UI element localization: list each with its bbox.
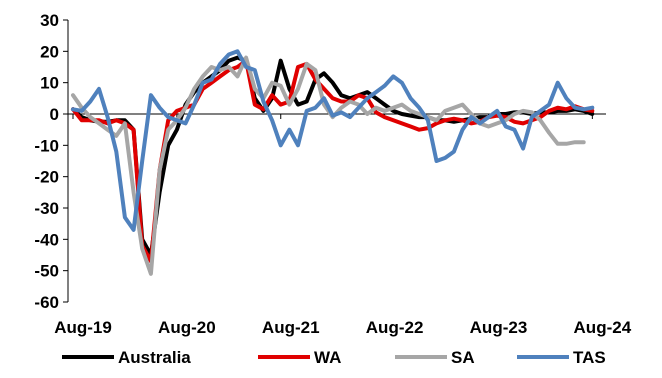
series-line-sa	[71, 55, 586, 276]
y-tick-label: 30	[40, 11, 59, 30]
y-tick-label: 0	[50, 105, 59, 124]
y-tick-label: 10	[40, 74, 59, 93]
series-line-tas	[71, 49, 595, 232]
legend-label-sa: SA	[451, 348, 475, 367]
legend-label-australia: Australia	[118, 348, 191, 367]
y-tick-label: -40	[34, 230, 59, 249]
axes: 30 20 10 0 -10 -20 -30 -40 -50 -60 Aug-19 Aug-20 Aug…	[34, 11, 631, 337]
legend: Australia WA SA TAS	[62, 348, 606, 367]
x-tick-label: Aug-24	[574, 318, 632, 337]
y-tick-label: -50	[34, 262, 59, 281]
x-tick-label: Aug-19	[54, 318, 112, 337]
legend-label-wa: WA	[314, 348, 341, 367]
series-layer	[71, 49, 595, 276]
y-tick-label: -20	[34, 168, 59, 187]
x-tick-label: Aug-22	[366, 318, 424, 337]
x-tick-label: Aug-20	[158, 318, 216, 337]
y-tick-label: -60	[34, 293, 59, 312]
series-line-australia	[71, 55, 595, 257]
y-tick-label: -30	[34, 199, 59, 218]
x-tick-label: Aug-21	[262, 318, 320, 337]
legend-label-tas: TAS	[573, 348, 606, 367]
x-tick-label: Aug-23	[470, 318, 528, 337]
y-tick-label: -10	[34, 136, 59, 155]
y-tick-label: 20	[40, 42, 59, 61]
series-line-wa	[71, 58, 595, 264]
